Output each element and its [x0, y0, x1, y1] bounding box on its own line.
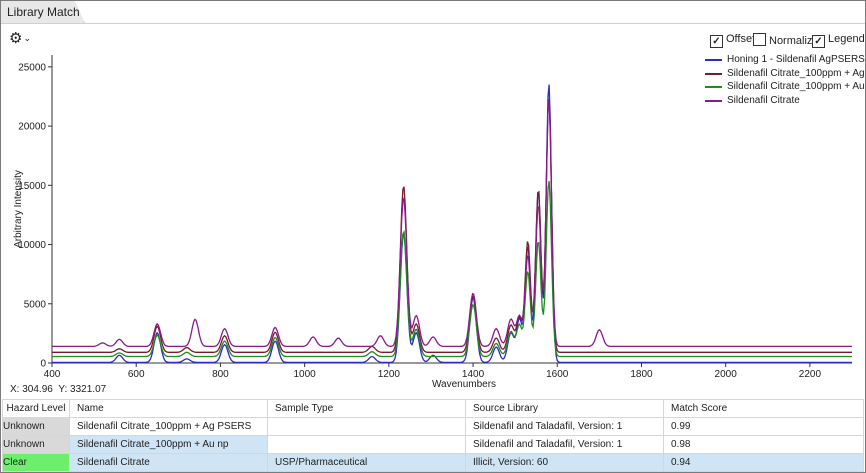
x-tick-label: 1800 — [630, 369, 653, 380]
chevron-down-icon: ⌄ — [23, 33, 31, 43]
series-line-1 — [52, 99, 852, 353]
x-tick-label: 2200 — [799, 369, 822, 380]
x-tick-label: 2000 — [715, 369, 738, 380]
legend-checkbox[interactable]: ✓ Legend — [812, 33, 865, 48]
x-tick-label: 1400 — [462, 369, 485, 380]
sample-type-cell — [267, 435, 466, 454]
hazard-level-cell: Unknown — [2, 417, 70, 436]
normalize-checkbox[interactable]: Normalize — [753, 33, 819, 47]
legend-item-label: Honing 1 - Sildenafil AgPSERS iPrOH — [727, 54, 866, 65]
y-axis-label: Arbitrary Intensity — [13, 170, 24, 248]
source-library-cell: Illicit, Version: 60 — [465, 453, 664, 472]
table-row[interactable]: Unknown Sildenafil Citrate_100ppm + Au n… — [2, 435, 864, 454]
name-cell: Sildenafil Citrate — [69, 453, 268, 472]
normalize-label: Normalize — [769, 35, 819, 47]
name-cell: Sildenafil Citrate_100ppm + Ag PSERS — [69, 417, 268, 436]
series-line-3 — [52, 99, 852, 348]
table-row[interactable]: Unknown Sildenafil Citrate_100ppm + Ag P… — [2, 417, 864, 436]
series-line-0 — [52, 84, 852, 364]
offset-label: Offset — [726, 33, 756, 45]
column-header-match-score[interactable]: Match Score — [663, 399, 864, 418]
column-header-sample-type[interactable]: Sample Type — [267, 399, 466, 418]
x-tick-label: 600 — [128, 369, 145, 380]
column-header-name[interactable]: Name — [69, 399, 268, 418]
hazard-level-cell: Unknown — [2, 435, 70, 454]
settings-menu-button[interactable]: ⚙⌄ — [9, 31, 31, 46]
normalize-checkbox-box[interactable] — [753, 33, 766, 46]
x-tick-label: 1600 — [546, 369, 569, 380]
cursor-y: Y: 3321.07 — [58, 384, 107, 395]
match-score-cell: 0.98 — [663, 435, 864, 454]
gear-icon: ⚙ — [9, 30, 23, 47]
y-tick-label: 15000 — [18, 181, 46, 192]
name-cell: Sildenafil Citrate_100ppm + Au np — [69, 435, 268, 454]
column-header-source-library[interactable]: Source Library — [465, 399, 664, 418]
y-tick-label: 10000 — [18, 240, 46, 251]
legend-item-label: Sildenafil Citrate_100ppm + Au np — [727, 81, 866, 92]
match-score-cell: 0.99 — [663, 417, 864, 436]
spectrum-chart[interactable]: 400 600 800 1000 1200 1400 1600 1800 2000 2200 0 50… — [1, 1, 865, 396]
x-tick-label: 1200 — [378, 369, 401, 380]
source-library-cell: Sildenafil and Taladafil, Version: 1 — [465, 435, 664, 454]
sample-type-cell: USP/Pharmaceutical — [267, 453, 466, 472]
source-library-cell: Sildenafil and Taladafil, Version: 1 — [465, 417, 664, 436]
legend-item-label: Sildenafil Citrate_100ppm + Ag PSERS — [727, 67, 866, 79]
table-header-row: Hazard Level Name Sample Type Source Lib… — [2, 399, 864, 418]
cursor-coordinates: X: 304.96 Y: 3321.07 — [10, 384, 106, 395]
legend-item-label: Sildenafil Citrate — [727, 94, 800, 106]
y-tick-label: 5000 — [24, 299, 47, 310]
tab-bar: Library Match — [1, 1, 865, 24]
y-tick-label: 25000 — [18, 62, 46, 73]
y-tick-label: 20000 — [18, 122, 46, 133]
match-results-table: Hazard Level Name Sample Type Source Lib… — [2, 399, 864, 472]
y-tick-label: 0 — [40, 359, 46, 370]
legend-label: Legend — [828, 33, 865, 45]
sample-type-cell — [267, 417, 466, 436]
table-row-selected[interactable]: Clear Sildenafil Citrate USP/Pharmaceuti… — [2, 453, 864, 472]
offset-checkbox-box[interactable]: ✓ — [710, 35, 723, 48]
x-tick-label: 1000 — [294, 369, 317, 380]
series-line-2 — [52, 181, 852, 358]
offset-checkbox[interactable]: ✓ Offset — [710, 33, 756, 48]
legend-checkbox-box[interactable]: ✓ — [812, 35, 825, 48]
hazard-level-cell: Clear — [2, 453, 70, 472]
match-score-cell: 0.94 — [663, 453, 864, 472]
x-axis-label: Wavenumbers — [432, 379, 496, 390]
x-tick-label: 800 — [212, 369, 229, 380]
tab-library-match[interactable]: Library Match — [1, 1, 85, 23]
cursor-x: X: 304.96 — [10, 384, 53, 395]
x-tick-label: 400 — [44, 369, 61, 380]
column-header-hazard-level[interactable]: Hazard Level — [2, 399, 70, 418]
